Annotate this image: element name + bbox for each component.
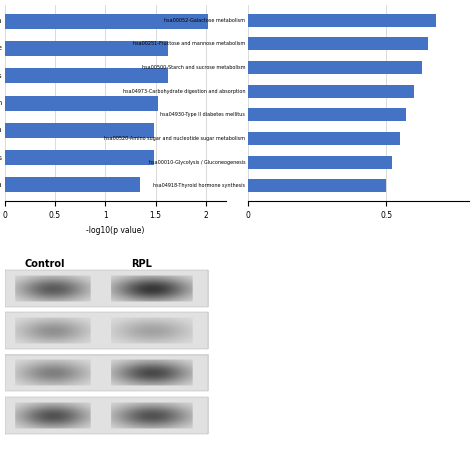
Bar — [5, 312, 208, 349]
Text: RPL: RPL — [131, 259, 152, 269]
Bar — [5, 123, 154, 138]
Bar — [5, 96, 157, 110]
Bar — [5, 397, 208, 434]
Bar — [248, 156, 392, 169]
Bar — [5, 68, 168, 83]
Bar — [248, 179, 386, 192]
Bar — [5, 14, 208, 29]
Bar — [248, 132, 400, 145]
Bar — [248, 85, 414, 98]
Bar — [5, 355, 208, 392]
Bar — [5, 270, 208, 307]
Text: Control: Control — [24, 259, 65, 269]
Bar — [248, 37, 428, 50]
Bar — [248, 14, 436, 27]
Bar — [5, 41, 168, 56]
Bar — [5, 177, 140, 192]
Bar — [248, 109, 406, 121]
Bar — [248, 61, 422, 74]
Bar — [5, 150, 154, 165]
X-axis label: -log10(p value): -log10(p value) — [86, 226, 145, 235]
